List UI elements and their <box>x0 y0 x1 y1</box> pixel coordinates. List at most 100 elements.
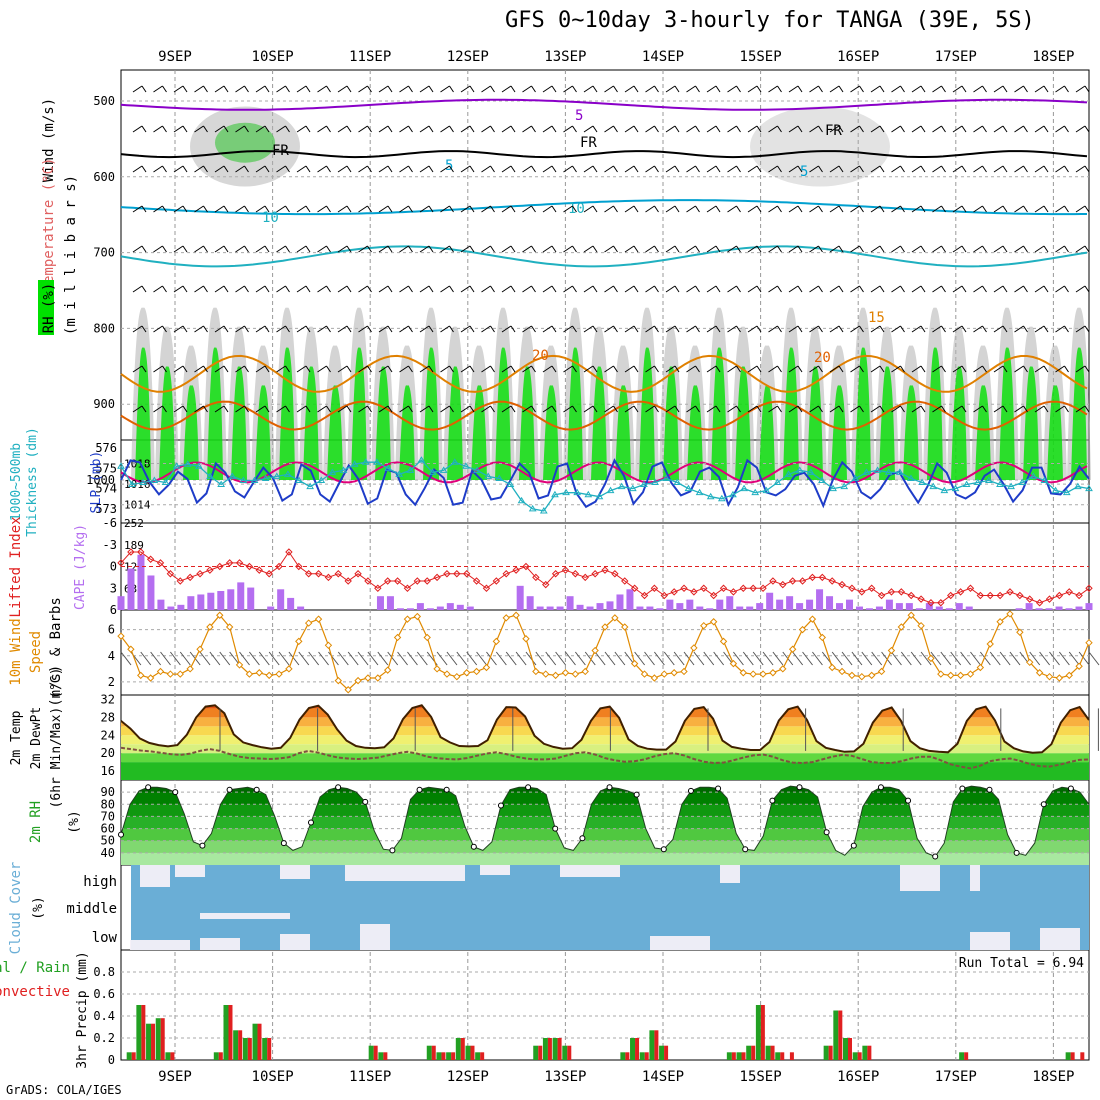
wind-barb <box>674 325 680 333</box>
convective-bar <box>644 1052 649 1060</box>
wind-barb <box>788 405 799 413</box>
wind-tick: 2 <box>108 675 115 689</box>
li-marker <box>1055 591 1064 600</box>
cape-bar <box>965 606 973 610</box>
temp-band <box>121 744 1089 754</box>
wind-barb <box>428 245 434 253</box>
wind-speed-marker <box>235 661 244 669</box>
thickness-marker <box>428 468 437 475</box>
cape-bar <box>646 606 654 610</box>
wind-barb <box>879 365 885 373</box>
rh-green-area <box>159 366 175 480</box>
wind-speed-marker <box>423 633 431 642</box>
wind-barb <box>859 125 864 133</box>
wind-barb <box>613 205 618 213</box>
wind-barb <box>891 85 901 93</box>
wind-barb <box>663 651 675 666</box>
wind-barb <box>182 125 188 133</box>
wind-barb <box>258 651 270 666</box>
convective-bar <box>828 1045 833 1060</box>
wind-barb <box>879 325 885 333</box>
wind-barb <box>645 165 655 173</box>
wind-barb <box>305 205 311 213</box>
wind-barb <box>367 85 372 93</box>
cape-bar <box>1035 608 1043 610</box>
wind-barb <box>850 325 860 333</box>
wind-barb <box>326 245 331 253</box>
convective-bar <box>741 1052 746 1060</box>
wind-barb <box>941 165 946 173</box>
wind-barb <box>490 285 495 293</box>
bottom-date-label: 17SEP <box>935 1069 977 1085</box>
wind-barb <box>695 165 700 173</box>
wind-barb <box>756 325 762 333</box>
wind-barb <box>727 285 737 293</box>
bottom-date-label: 10SEP <box>252 1069 294 1085</box>
convective-bar <box>373 1045 378 1060</box>
wind-barb <box>141 165 147 173</box>
wind-barb <box>777 125 782 133</box>
wind-speed-marker <box>956 671 965 680</box>
li-marker <box>265 570 273 578</box>
wind-barb <box>153 285 163 293</box>
wind-barb <box>999 651 1011 666</box>
li-marker <box>245 562 254 571</box>
axis-label: 2m RH <box>28 801 44 843</box>
wind-speed-marker <box>907 611 915 619</box>
wind-barb <box>891 285 901 293</box>
wind-barb <box>941 405 946 413</box>
wind-barb <box>214 365 225 373</box>
li-marker <box>858 588 866 596</box>
thickness-marker <box>729 490 737 498</box>
cape-bar <box>426 608 434 610</box>
wind-barb <box>264 85 270 93</box>
wind-barb <box>654 205 659 213</box>
wind-barb <box>686 285 696 293</box>
wind-barb <box>367 325 372 333</box>
wind-barb <box>358 205 368 213</box>
rain-bar <box>436 1052 442 1060</box>
li-marker <box>403 584 412 592</box>
wind-barb <box>542 285 553 293</box>
rh-green-area <box>351 347 367 480</box>
wind-barb <box>346 245 352 253</box>
wind-barb <box>1014 125 1024 133</box>
wind-barb <box>1023 85 1028 93</box>
rh-marker <box>715 785 722 792</box>
wind-barb <box>285 325 290 333</box>
temp-band <box>121 717 1089 727</box>
rh-marker <box>823 829 830 836</box>
thickness-marker <box>873 466 882 473</box>
li-marker <box>996 591 1004 600</box>
wind-barb <box>982 205 987 213</box>
rain-bar <box>562 1045 568 1060</box>
wind-barb <box>419 405 430 413</box>
wind-barb <box>841 651 853 666</box>
rain-bar <box>620 1052 626 1060</box>
wind-barb <box>1009 651 1021 666</box>
wind-barb <box>298 651 310 666</box>
wind-barb <box>706 365 717 373</box>
wind-speed-marker <box>532 667 540 676</box>
thickness-marker <box>962 480 971 488</box>
dewpoint-line <box>120 746 1090 770</box>
rain-bar <box>155 1018 161 1060</box>
rh-green-area <box>807 366 823 480</box>
li-tick: 6 <box>110 603 117 617</box>
cape-bar <box>636 606 644 610</box>
wind-barb <box>1023 365 1028 373</box>
wind-barb <box>399 205 409 213</box>
wind-barb <box>153 365 163 373</box>
axis-label: Thickness (dm) <box>25 427 40 537</box>
cloud-patch <box>130 940 190 950</box>
wind-barb <box>542 165 553 173</box>
wind-barb <box>235 405 245 413</box>
rh-marker <box>959 785 966 792</box>
wind-barb <box>469 125 475 133</box>
wind-barb <box>436 651 448 666</box>
wind-barb <box>419 325 430 333</box>
wind-barb <box>194 325 204 333</box>
top-date-label: 11SEP <box>349 49 391 65</box>
wind-barb <box>203 325 208 333</box>
wind-barb <box>305 165 311 173</box>
